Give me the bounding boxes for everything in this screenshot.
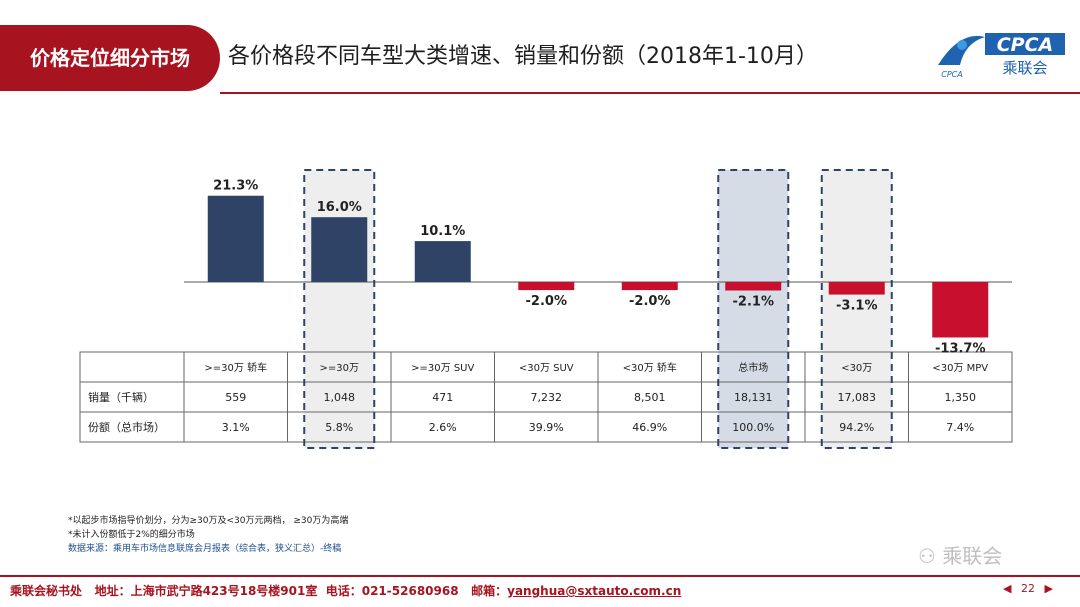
highlight-box <box>304 170 375 448</box>
table-cell: 100.0% <box>732 421 774 434</box>
watermark-text: 乘联会 <box>942 544 1003 568</box>
highlight-border <box>303 169 376 449</box>
bar-value-label: -2.1% <box>733 295 774 310</box>
wechat-icon: ⚇ <box>918 544 936 568</box>
table-cell: 559 <box>225 391 246 404</box>
table-cell: 17,083 <box>838 391 877 404</box>
bar <box>828 282 885 295</box>
highlight-box <box>821 170 892 448</box>
section-tab-label: 价格定位细分市场 <box>30 46 190 70</box>
growth-chart: 21.3% 16.0% 10.1% -2.0% -2.0% -2.1% -3.1% -13.7… <box>79 169 1013 449</box>
footer-email-label: 邮箱： <box>471 584 508 598</box>
bar <box>311 217 368 282</box>
bar-value-label: 16.0% <box>317 200 362 215</box>
page-navigator: ◀ 22 ▶ <box>1000 582 1056 595</box>
wechat-watermark: ⚇ 乘联会 <box>918 540 1002 569</box>
bar-value-label: -2.0% <box>526 294 567 309</box>
bar-value-label: -3.1% <box>836 299 877 314</box>
logo-subtext: 乘联会 <box>1002 59 1047 77</box>
page-number: 22 <box>1020 582 1035 595</box>
logo-small-text: CPCA <box>941 70 962 79</box>
table-cell: 8,501 <box>634 391 666 404</box>
table-cell: 7.4% <box>946 421 974 434</box>
bar <box>621 282 678 291</box>
bar <box>207 195 264 282</box>
bar <box>518 282 575 291</box>
highlight-border <box>717 169 790 449</box>
table-cell: 1,350 <box>945 391 977 404</box>
prev-page-icon[interactable]: ◀ <box>1003 582 1012 595</box>
highlight-border <box>820 169 893 449</box>
table-cell: 18,131 <box>734 391 773 404</box>
bar-value-label: -13.7% <box>935 341 986 356</box>
bar <box>414 241 471 282</box>
table-cell: 2.6% <box>429 421 457 434</box>
table-header-cell: <30万 SUV <box>519 363 574 374</box>
table-cell: 1,048 <box>324 391 356 404</box>
table-header-cell: <30万 <box>841 363 872 374</box>
section-tab: 价格定位细分市场 <box>0 25 220 91</box>
footnote-1: *以起步市场指导价划分，分为≥30万及<30万元两档， ≥30万为高端 <box>68 516 349 526</box>
footer-address: 地址：上海市武宁路423号18号楼901室 <box>94 584 318 598</box>
bar <box>932 282 989 338</box>
table-cell: 46.9% <box>632 421 667 434</box>
bar-value-label: -2.0% <box>629 294 670 309</box>
footnote-2: *未计入份额低于2%的细分市场 <box>68 530 195 540</box>
data-source: 数据来源：乘用车市场信息联席会月报表（综合表，狭义汇总）-终稿 <box>68 544 342 554</box>
footer-divider <box>0 575 1080 577</box>
table-cell: 5.8% <box>325 421 353 434</box>
table-cell: 7,232 <box>531 391 563 404</box>
table-header-cell: <30万 MPV <box>932 363 988 374</box>
footer-phone: 电话：021-52680968 <box>325 584 459 598</box>
table-header-cell: >=30万 轿车 <box>204 361 267 374</box>
logo-text: CPCA <box>997 34 1054 56</box>
table-header-cell: >=30万 <box>320 363 359 374</box>
table-cell: 39.9% <box>529 421 564 434</box>
footer-email-link[interactable]: yanghua@sxtauto.com.cn <box>507 584 682 598</box>
table-cell: 94.2% <box>839 421 874 434</box>
next-page-icon[interactable]: ▶ <box>1044 582 1053 595</box>
table-header-cell: >=30万 SUV <box>411 363 474 374</box>
page-title: 各价格段不同车型大类增速、销量和份额（2018年1-10月） <box>228 44 818 69</box>
table-cell: 471 <box>432 391 453 404</box>
logo-swoosh-icon <box>938 35 985 65</box>
header-divider <box>220 92 1080 94</box>
highlight-box <box>718 170 789 448</box>
bar-value-label: 21.3% <box>213 179 258 194</box>
bar <box>725 282 782 291</box>
footer-contact: 乘联会秘书处 地址：上海市武宁路423号18号楼901室 电话：021-5268… <box>10 582 681 599</box>
bar-value-label: 10.1% <box>420 224 465 239</box>
table-header-cell: 总市场 <box>738 361 768 374</box>
table-row-label: 销量（千辆） <box>88 390 154 404</box>
table-cell: 3.1% <box>222 421 250 434</box>
table-row-label: 份额（总市场） <box>88 420 165 434</box>
cpca-logo: CPCA 乘联会 CPCA <box>938 33 1065 79</box>
footnotes: *以起步市场指导价划分，分为≥30万及<30万元两档， ≥30万为高端 *未计入… <box>68 514 348 556</box>
footer-org: 乘联会秘书处 <box>10 584 83 598</box>
table-header-cell: <30万 轿车 <box>623 361 677 374</box>
